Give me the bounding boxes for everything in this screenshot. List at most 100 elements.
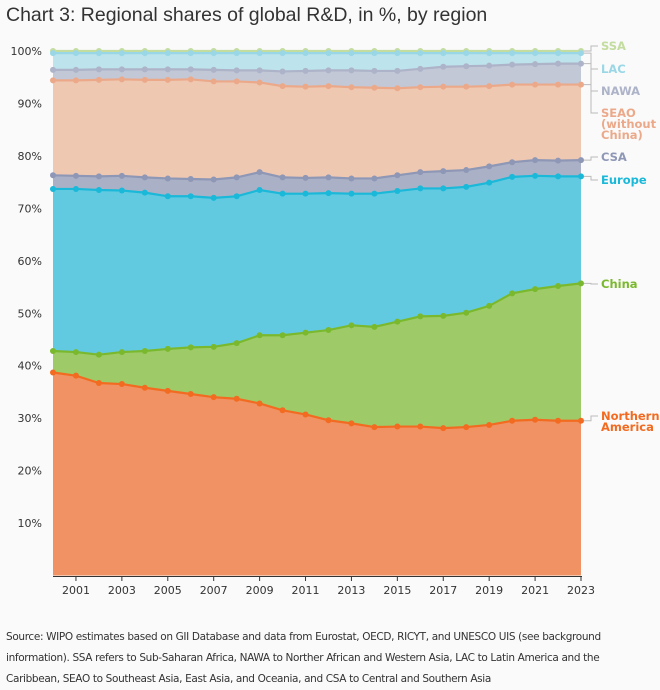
series-label-ssa: SSA bbox=[601, 40, 626, 52]
point-seao-without-china-2016 bbox=[417, 84, 424, 91]
point-china-2004 bbox=[141, 348, 148, 355]
point-lac-2003 bbox=[118, 50, 125, 57]
line-china bbox=[52, 282, 582, 356]
point-northern-america-2014 bbox=[371, 424, 378, 431]
point-europe-2007 bbox=[210, 194, 217, 201]
point-china-2013 bbox=[348, 322, 355, 329]
point-northern-america-2008 bbox=[233, 395, 240, 402]
source-note: Source: WIPO estimates based on GII Data… bbox=[6, 631, 601, 685]
point-lac-2014 bbox=[371, 50, 378, 57]
point-lac-2017 bbox=[440, 50, 447, 57]
area-lac bbox=[53, 53, 581, 72]
point-europe-2014 bbox=[371, 190, 378, 197]
chart-title: Chart 3: Regional shares of global R&D, … bbox=[6, 4, 488, 26]
y-tick-label: 60% bbox=[18, 255, 42, 268]
leader-line-lac bbox=[584, 52, 598, 70]
point-nawa-2021 bbox=[532, 61, 539, 68]
leader-line-northern-america bbox=[584, 415, 598, 422]
point-europe-2023 bbox=[578, 173, 584, 180]
point-lac-2020 bbox=[509, 50, 516, 57]
point-nawa-2003 bbox=[118, 66, 125, 73]
point-seao-without-china-2001 bbox=[72, 77, 79, 84]
point-nawa-2008 bbox=[233, 67, 240, 74]
point-csa-2012 bbox=[325, 174, 332, 181]
line-csa bbox=[52, 158, 582, 181]
series-label-lac: LAC bbox=[601, 63, 626, 75]
point-china-2002 bbox=[95, 351, 102, 358]
point-seao-without-china-2019 bbox=[486, 83, 493, 90]
point-northern-america-2012 bbox=[325, 417, 332, 424]
point-northern-america-2002 bbox=[95, 380, 102, 387]
point-csa-2001 bbox=[72, 172, 79, 179]
point-lac-2007 bbox=[210, 50, 217, 57]
point-europe-2003 bbox=[118, 187, 125, 194]
point-csa-2020 bbox=[509, 159, 516, 166]
point-csa-2021 bbox=[532, 157, 539, 164]
point-nawa-2004 bbox=[141, 66, 148, 73]
series-label-china: China bbox=[601, 277, 638, 291]
point-nawa-2017 bbox=[440, 63, 447, 70]
point-lac-2013 bbox=[348, 50, 355, 57]
y-tick-label: 50% bbox=[18, 307, 42, 320]
point-europe-2013 bbox=[348, 190, 355, 197]
point-china-2006 bbox=[187, 344, 194, 351]
point-northern-america-2006 bbox=[187, 391, 194, 398]
area-china bbox=[53, 283, 581, 429]
point-seao-without-china-2004 bbox=[141, 76, 148, 83]
point-nawa-2007 bbox=[210, 66, 217, 73]
point-csa-2000 bbox=[50, 172, 56, 179]
point-seao-without-china-2003 bbox=[118, 76, 125, 83]
line-northern-america bbox=[52, 371, 581, 430]
point-lac-2010 bbox=[279, 50, 286, 57]
point-nawa-2014 bbox=[371, 67, 378, 74]
point-china-2007 bbox=[210, 343, 217, 350]
point-northern-america-2011 bbox=[302, 411, 309, 418]
point-nawa-2016 bbox=[417, 65, 424, 72]
x-tick-label: 2005 bbox=[154, 584, 182, 597]
point-lac-2011 bbox=[302, 50, 309, 57]
line-seao-without-china bbox=[53, 78, 581, 90]
point-csa-2004 bbox=[141, 174, 148, 181]
point-seao-without-china-2018 bbox=[463, 83, 470, 90]
point-europe-2006 bbox=[187, 193, 194, 200]
point-nawa-2013 bbox=[348, 67, 355, 74]
point-nawa-2020 bbox=[509, 61, 516, 68]
line-europe bbox=[53, 174, 581, 199]
point-seao-without-china-2010 bbox=[279, 83, 286, 90]
series-label-line: (without bbox=[601, 117, 657, 131]
point-europe-2004 bbox=[141, 189, 148, 196]
leader-line-nawa bbox=[584, 63, 598, 92]
point-northern-america-2000 bbox=[50, 369, 56, 376]
point-nawa-2012 bbox=[325, 67, 332, 74]
point-northern-america-2013 bbox=[348, 420, 355, 427]
leader-line-seao-without-china bbox=[584, 84, 598, 114]
point-europe-2000 bbox=[50, 185, 56, 192]
point-europe-2021 bbox=[532, 172, 539, 179]
point-csa-2014 bbox=[371, 175, 378, 182]
series-label-northern-america: Northern America bbox=[601, 410, 660, 433]
point-northern-america-2020 bbox=[509, 417, 516, 424]
point-csa-2013 bbox=[348, 175, 355, 182]
point-lac-2006 bbox=[187, 50, 194, 57]
point-china-2008 bbox=[233, 340, 240, 347]
area-csa bbox=[53, 160, 581, 198]
point-seao-without-china-2014 bbox=[371, 84, 378, 91]
point-csa-2008 bbox=[233, 174, 240, 181]
point-seao-without-china-2007 bbox=[210, 78, 217, 85]
point-northern-america-2017 bbox=[440, 425, 447, 432]
point-lac-2005 bbox=[164, 50, 171, 57]
point-csa-2007 bbox=[210, 176, 217, 183]
point-seao-without-china-2011 bbox=[302, 83, 309, 90]
point-china-2012 bbox=[325, 327, 332, 334]
y-tick-label: 70% bbox=[18, 202, 42, 215]
point-northern-america-2004 bbox=[141, 384, 148, 391]
point-china-2019 bbox=[486, 302, 493, 309]
series-label-line: China bbox=[601, 277, 638, 291]
point-lac-2009 bbox=[256, 50, 263, 57]
leader-line-europe bbox=[584, 175, 598, 181]
point-europe-2016 bbox=[417, 185, 424, 192]
series-label-seao-without-china: SEAO (without China) bbox=[601, 107, 657, 141]
point-nawa-2000 bbox=[50, 66, 56, 73]
leader-line-ssa bbox=[584, 45, 598, 52]
point-lac-2000 bbox=[50, 50, 56, 57]
